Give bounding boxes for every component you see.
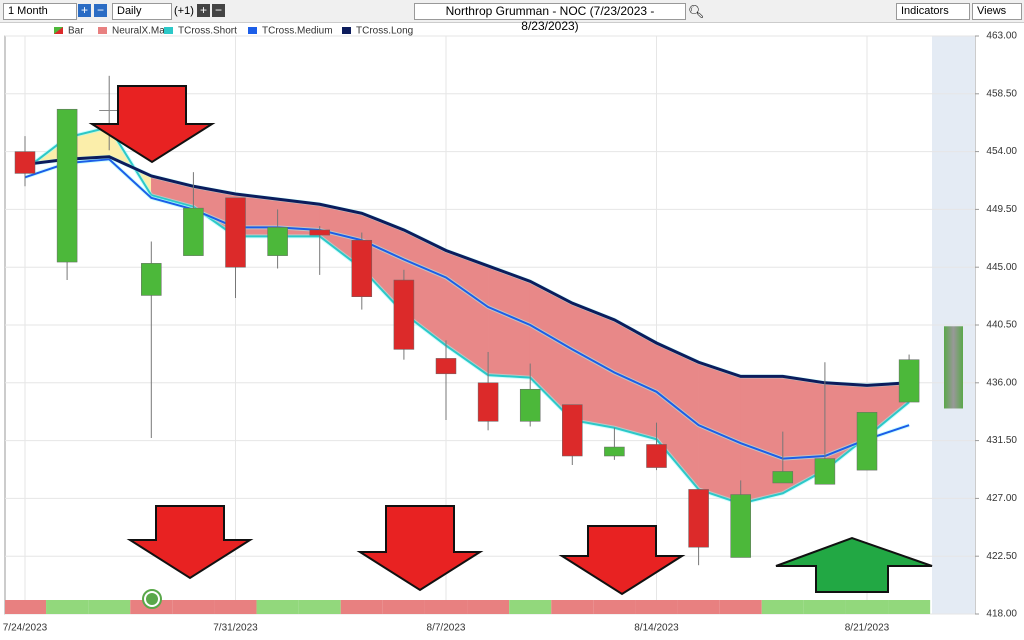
line-series [24,158,910,460]
signal-segment [256,600,299,614]
line-series [24,155,910,387]
signal-segment [677,600,720,614]
candle-body [814,458,836,485]
toolbar: 1 Month + − Daily (+1) + − Northrop Grum… [0,0,1024,33]
signal-segment [46,600,89,614]
signal-arrow [88,85,216,164]
candle-body [477,382,499,422]
signal-segment [509,600,552,614]
signal-arrow [356,505,484,592]
legend-swatch [164,27,173,34]
signal-segment [298,600,341,614]
candle-body [898,359,920,403]
y-tick-label: 454.00 [986,146,1017,157]
candle-body [604,446,625,457]
signal-segment [803,600,846,614]
candle-body [646,444,667,468]
legend-swatch [248,27,257,34]
cloud [740,376,784,504]
signal-arrow [126,505,254,580]
signal-arrow [775,536,933,593]
y-tick-label: 427.00 [986,493,1017,504]
signal-segment [719,600,762,614]
candle-body [309,229,330,236]
x-tick-label: 8/7/2023 [427,623,466,634]
candle-body [393,279,415,350]
signal-arrow [558,525,686,596]
y-tick-label: 458.50 [986,88,1017,99]
views-button[interactable]: Views [972,3,1022,20]
candle-body [225,197,246,268]
period-select[interactable]: 1 Month [3,3,77,20]
candle-body [141,263,162,296]
x-tick-label: 8/21/2023 [845,623,890,634]
y-tick-label: 440.50 [986,320,1017,331]
signal-segment [5,600,47,614]
signal-segment [424,600,468,614]
dollar-badge-inner [146,593,158,605]
signal-segment [845,600,889,614]
candle-body [562,404,583,457]
legend-swatch [98,27,107,34]
symbol-title[interactable]: Northrop Grumman - NOC (7/23/2023 - 8/23… [414,3,686,33]
legend-label: NeuralX.Max [112,26,170,37]
zoom-out[interactable]: − [94,4,107,17]
y-tick-label: 431.50 [986,435,1017,446]
x-tick-label: 7/31/2023 [213,623,258,634]
interval-select[interactable]: Daily [112,3,172,20]
x-tick-label: 8/14/2023 [634,623,679,634]
candle-body [435,358,457,375]
candle-body [519,388,541,422]
candle-body [56,108,78,263]
candle-body [688,489,709,548]
y-tick-label: 436.00 [986,377,1017,388]
candle-body [183,207,204,256]
indicators-button[interactable]: Indicators [896,3,970,20]
candle-body [267,227,288,256]
y-tick-label: 449.50 [986,204,1017,215]
y-tick-label: 418.00 [986,609,1017,620]
signal-segment [214,600,257,614]
y-tick-label: 422.50 [986,551,1017,562]
signal-segment [761,600,804,614]
legend-label: Bar [68,26,84,37]
legend-swatch [54,27,63,34]
line-series [24,126,910,505]
candle-body [772,471,794,484]
search-icon[interactable]: 🔍︎ [688,4,705,19]
signal-segment [88,600,131,614]
signal-segment [340,600,383,614]
signal-segment [467,600,510,614]
offset: (+1) [174,5,194,17]
candle-body [730,494,751,558]
signal-segment [635,600,678,614]
signal-segment [172,600,215,614]
chart: 418.00 422.50 427.00 431.50 436.00 440.50 445.… [3,26,1018,634]
y-tick-label: 463.00 [986,31,1017,42]
forecast-bar [944,326,963,409]
signal-segment [382,600,425,614]
candle-body [351,239,373,297]
offset-up[interactable]: + [197,4,210,17]
legend-label: TCross.Short [178,26,237,37]
candle-body [856,412,878,471]
signal-segment [551,600,594,614]
legend-label: TCross.Medium [262,26,333,37]
x-tick-label: 7/24/2023 [3,623,48,634]
offset-down[interactable]: − [212,4,225,17]
candle-body [14,151,36,174]
signal-segment [593,600,636,614]
y-tick-label: 445.00 [986,262,1017,273]
zoom-in[interactable]: + [78,4,91,17]
signal-segment [888,600,931,614]
legend-swatch [342,27,351,34]
legend-label: TCross.Long [356,26,413,37]
